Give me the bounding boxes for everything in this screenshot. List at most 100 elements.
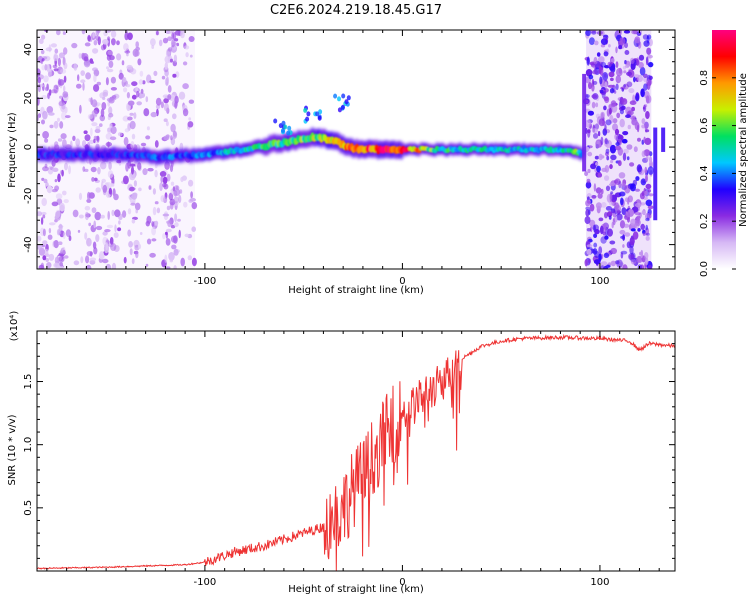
noise-blob bbox=[127, 116, 133, 121]
noise-blob bbox=[65, 229, 71, 238]
noise-blob bbox=[625, 114, 631, 119]
noise-blob bbox=[118, 72, 124, 80]
noise-blob bbox=[629, 245, 634, 255]
noise-blob bbox=[161, 75, 166, 80]
noise-blob bbox=[162, 37, 169, 44]
trace-streak-blob bbox=[287, 125, 292, 131]
noise-blob bbox=[38, 38, 44, 44]
noise-blob bbox=[42, 228, 46, 237]
noise-blob bbox=[174, 213, 178, 222]
noise-blob bbox=[172, 113, 177, 120]
noise-blob bbox=[607, 61, 612, 68]
noise-blob bbox=[610, 58, 615, 63]
noise-blob bbox=[592, 224, 599, 231]
noise-blob bbox=[164, 62, 168, 70]
noise-blob bbox=[645, 235, 650, 241]
noise-blob bbox=[127, 100, 135, 106]
noise-blob bbox=[166, 205, 171, 211]
noise-blob bbox=[100, 214, 105, 219]
noise-blob bbox=[167, 47, 173, 52]
noise-blob bbox=[48, 112, 55, 116]
noise-blob bbox=[624, 184, 631, 194]
noise-blob bbox=[44, 138, 49, 143]
noise-blob bbox=[102, 91, 109, 97]
noise-blob bbox=[42, 214, 46, 219]
noise-blob bbox=[648, 78, 652, 87]
noise-blob bbox=[63, 75, 67, 83]
noise-blob bbox=[95, 234, 100, 243]
colorbar-tick-label: 0.6 bbox=[699, 118, 710, 134]
noise-blob bbox=[632, 231, 639, 240]
noise-blob bbox=[164, 254, 168, 263]
noise-blob bbox=[53, 262, 60, 268]
noise-blob bbox=[173, 54, 178, 63]
noise-blob bbox=[645, 224, 648, 231]
snr-frame bbox=[36, 330, 676, 572]
noise-blob bbox=[152, 206, 157, 216]
noise-blob bbox=[587, 110, 595, 116]
noise-blob bbox=[84, 134, 91, 142]
noise-blob bbox=[645, 174, 648, 183]
noise-blob bbox=[638, 212, 642, 219]
noise-blob bbox=[142, 168, 148, 176]
noise-blob bbox=[595, 102, 599, 108]
noise-blob bbox=[160, 195, 165, 203]
noise-blob bbox=[617, 160, 622, 167]
noise-blob bbox=[57, 117, 60, 122]
noise-blob bbox=[88, 222, 92, 227]
spectrogram-y-tick-label: -40 bbox=[23, 236, 34, 252]
noise-blob bbox=[633, 74, 640, 78]
noise-blob bbox=[610, 191, 614, 195]
noise-blob bbox=[125, 162, 129, 172]
noise-blob bbox=[595, 162, 599, 166]
noise-blob bbox=[170, 235, 178, 243]
noise-blob bbox=[42, 131, 49, 139]
noise-blob bbox=[592, 69, 599, 75]
noise-blob bbox=[638, 61, 644, 69]
noise-blob bbox=[629, 236, 635, 246]
noise-blob bbox=[64, 162, 68, 171]
noise-blob bbox=[178, 91, 186, 100]
noise-blob bbox=[53, 240, 59, 249]
noise-blob bbox=[93, 220, 96, 229]
noise-blob bbox=[93, 74, 97, 83]
noise-blob bbox=[78, 192, 83, 200]
noise-blob bbox=[635, 188, 640, 192]
noise-blob bbox=[73, 63, 78, 71]
noise-blob bbox=[604, 137, 608, 145]
noise-blob bbox=[587, 168, 591, 174]
noise-blob bbox=[46, 262, 52, 269]
noise-blob bbox=[138, 187, 142, 192]
noise-blob bbox=[110, 183, 115, 187]
noise-blob bbox=[631, 119, 638, 126]
noise-blob bbox=[150, 38, 156, 46]
noise-blob bbox=[106, 68, 114, 73]
trace-streak-blob bbox=[283, 124, 288, 130]
noise-blob bbox=[613, 90, 617, 94]
colorbar-label: Normalized spectral amplitude bbox=[738, 73, 749, 227]
noise-blob bbox=[105, 263, 112, 269]
noise-blob bbox=[163, 98, 169, 104]
noise-blob bbox=[586, 57, 590, 66]
noise-blob bbox=[105, 77, 109, 86]
noise-blob bbox=[79, 104, 82, 114]
noise-blob bbox=[58, 255, 65, 263]
noise-blob bbox=[640, 223, 645, 230]
noise-blob bbox=[61, 169, 64, 177]
noise-blob bbox=[616, 112, 621, 119]
noise-blob bbox=[95, 187, 101, 193]
noise-blob bbox=[85, 264, 92, 269]
noise-blob bbox=[644, 257, 649, 266]
noise-blob bbox=[122, 115, 130, 122]
noise-blob bbox=[61, 111, 67, 120]
noise-blob bbox=[608, 44, 611, 48]
noise-blob bbox=[600, 38, 608, 45]
noise-blob bbox=[605, 119, 612, 126]
noise-blob bbox=[91, 177, 95, 182]
noise-blob bbox=[177, 218, 181, 222]
noise-blob bbox=[189, 197, 196, 202]
noise-blob bbox=[593, 259, 601, 265]
noise-blob bbox=[86, 251, 94, 256]
noise-blob bbox=[588, 74, 594, 80]
